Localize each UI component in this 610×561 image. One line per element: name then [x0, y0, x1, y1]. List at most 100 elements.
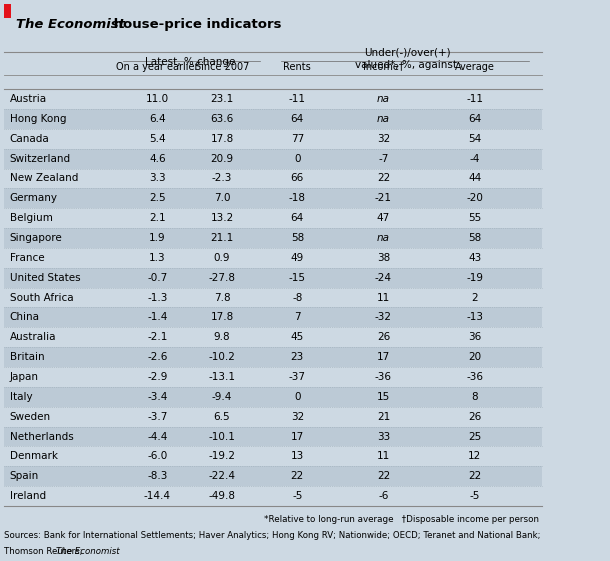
Text: 11: 11 — [377, 452, 390, 461]
Bar — [4, 188, 542, 208]
Bar — [4, 208, 542, 228]
Text: 45: 45 — [291, 332, 304, 342]
Text: 17: 17 — [377, 352, 390, 362]
Text: 64: 64 — [291, 114, 304, 124]
Text: 0: 0 — [294, 392, 301, 402]
Text: 17.8: 17.8 — [210, 134, 234, 144]
Bar — [4, 129, 542, 149]
Text: 32: 32 — [291, 412, 304, 422]
Text: -22.4: -22.4 — [209, 471, 235, 481]
Text: Spain: Spain — [10, 471, 39, 481]
Text: 11.0: 11.0 — [146, 94, 169, 104]
Bar — [4, 486, 542, 506]
Bar — [4, 149, 542, 168]
Text: 1.9: 1.9 — [149, 233, 166, 243]
Text: Australia: Australia — [10, 332, 56, 342]
Bar — [4, 387, 542, 407]
Text: -2.6: -2.6 — [147, 352, 168, 362]
Text: -5: -5 — [470, 491, 480, 501]
Text: 7: 7 — [294, 312, 301, 323]
Text: -27.8: -27.8 — [209, 273, 235, 283]
Text: 7.8: 7.8 — [214, 293, 231, 302]
Text: -18: -18 — [289, 194, 306, 203]
Text: 3.3: 3.3 — [149, 173, 166, 183]
Bar — [4, 466, 542, 486]
Text: Netherlands: Netherlands — [10, 431, 73, 442]
Text: France: France — [10, 253, 44, 263]
Text: 58: 58 — [291, 233, 304, 243]
Text: Ireland: Ireland — [10, 491, 46, 501]
Bar — [4, 367, 542, 387]
Text: 58: 58 — [468, 233, 481, 243]
Text: 22: 22 — [377, 471, 390, 481]
Bar — [4, 288, 542, 307]
Text: 44: 44 — [468, 173, 481, 183]
Text: -36: -36 — [375, 372, 392, 382]
Text: na: na — [377, 94, 390, 104]
Text: 13: 13 — [291, 452, 304, 461]
Text: -2.9: -2.9 — [147, 372, 168, 382]
Text: 17.8: 17.8 — [210, 312, 234, 323]
Text: -8.3: -8.3 — [147, 471, 168, 481]
Text: -13: -13 — [466, 312, 483, 323]
Bar — [4, 248, 542, 268]
Text: -2.1: -2.1 — [147, 332, 168, 342]
Bar — [4, 347, 542, 367]
Text: On a year earlier: On a year earlier — [117, 62, 199, 72]
Text: 0.9: 0.9 — [214, 253, 230, 263]
Text: 13.2: 13.2 — [210, 213, 234, 223]
Text: The Economist: The Economist — [16, 18, 125, 31]
Text: 26: 26 — [377, 332, 390, 342]
Text: -1.3: -1.3 — [147, 293, 168, 302]
Text: 55: 55 — [468, 213, 481, 223]
Text: 21.1: 21.1 — [210, 233, 234, 243]
Text: -8: -8 — [292, 293, 303, 302]
Bar — [4, 447, 542, 466]
Text: 32: 32 — [377, 134, 390, 144]
Text: -32: -32 — [375, 312, 392, 323]
Text: Belgium: Belgium — [10, 213, 52, 223]
Text: Under(-)/over(+)
valued*, %, against:: Under(-)/over(+) valued*, %, against: — [355, 47, 461, 70]
Text: Hong Kong: Hong Kong — [10, 114, 66, 124]
Bar — [4, 407, 542, 426]
Text: -0.7: -0.7 — [148, 273, 168, 283]
Text: Denmark: Denmark — [10, 452, 57, 461]
Text: -11: -11 — [466, 94, 483, 104]
Text: -20: -20 — [467, 194, 483, 203]
Text: -11: -11 — [289, 94, 306, 104]
Text: 23.1: 23.1 — [210, 94, 234, 104]
Text: -4: -4 — [470, 154, 480, 164]
Text: 36: 36 — [468, 332, 481, 342]
Text: South Africa: South Africa — [10, 293, 73, 302]
Text: -14.4: -14.4 — [144, 491, 171, 501]
Text: -49.8: -49.8 — [209, 491, 235, 501]
Text: -21: -21 — [375, 194, 392, 203]
Text: 6.5: 6.5 — [214, 412, 231, 422]
Text: -10.1: -10.1 — [209, 431, 235, 442]
Bar — [4, 4, 11, 27]
Text: Sources: Bank for International Settlements; Haver Analytics; Hong Kong RV; Nati: Sources: Bank for International Settleme… — [4, 531, 540, 540]
Bar — [4, 327, 542, 347]
Text: 25: 25 — [468, 431, 481, 442]
Text: 5.4: 5.4 — [149, 134, 166, 144]
Text: 7.0: 7.0 — [214, 194, 230, 203]
Text: na: na — [377, 233, 390, 243]
Text: 2.5: 2.5 — [149, 194, 166, 203]
Text: 77: 77 — [291, 134, 304, 144]
Text: 4.6: 4.6 — [149, 154, 166, 164]
Bar — [4, 426, 542, 447]
Text: -15: -15 — [289, 273, 306, 283]
Text: 43: 43 — [468, 253, 481, 263]
Text: The Economist: The Economist — [56, 546, 120, 555]
Text: 6.4: 6.4 — [149, 114, 166, 124]
Text: Britain: Britain — [10, 352, 44, 362]
Text: -24: -24 — [375, 273, 392, 283]
Text: -6.0: -6.0 — [148, 452, 168, 461]
Text: house-price indicators: house-price indicators — [109, 18, 282, 31]
Text: 54: 54 — [468, 134, 481, 144]
Text: -13.1: -13.1 — [209, 372, 235, 382]
Text: -9.4: -9.4 — [212, 392, 232, 402]
Text: Since 2007: Since 2007 — [195, 62, 249, 72]
Text: Latest, % change: Latest, % change — [145, 57, 235, 67]
Text: 2: 2 — [472, 293, 478, 302]
